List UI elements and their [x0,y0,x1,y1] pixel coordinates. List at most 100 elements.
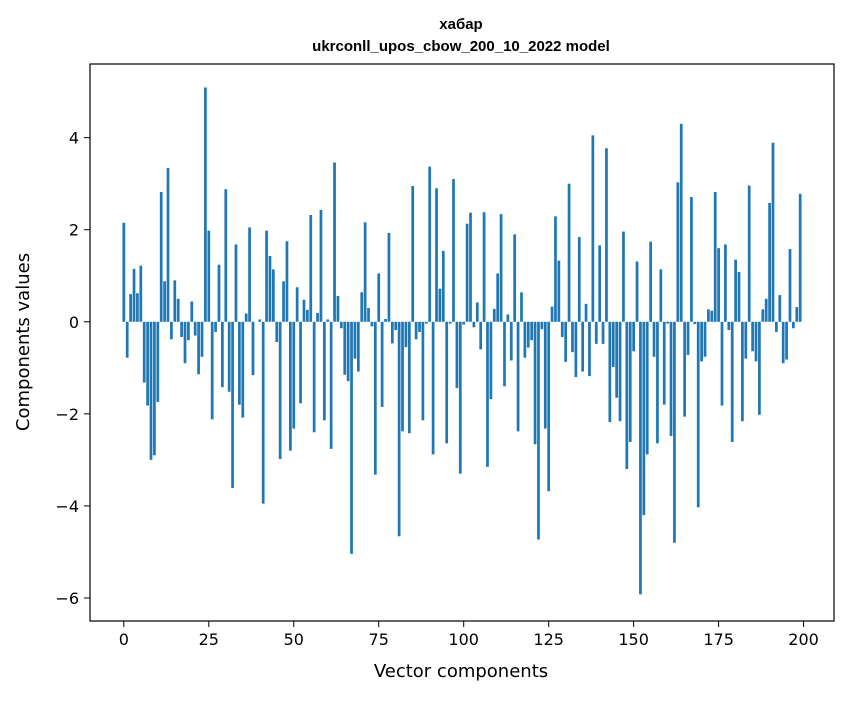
bar-43 [268,255,272,322]
bar-65 [343,321,347,375]
bar-106 [482,212,486,322]
bar-19 [187,321,190,341]
bar-48 [285,241,289,322]
bar-117 [520,292,523,322]
y-tick-label: −4 [55,497,79,516]
bar-40 [258,319,262,322]
bar-161 [669,321,673,436]
x-tick-label: 75 [369,630,389,649]
bar-70 [360,292,364,322]
bar-33 [234,244,238,322]
bar-103 [472,321,476,328]
x-axis-label: Vector components [374,661,548,682]
bar-69 [356,321,360,372]
x-tick-label: 0 [119,630,129,649]
bar-114 [509,321,513,361]
bar-108 [489,321,493,400]
bar-35 [241,321,245,418]
y-tick-label: 2 [69,221,79,240]
bar-181 [737,272,741,322]
bar-183 [744,321,748,359]
bar-173 [710,310,714,322]
bar-4 [136,293,139,322]
bar-130 [564,321,568,362]
bar-18 [183,321,187,364]
bar-176 [720,321,724,406]
bar-188 [761,309,765,322]
x-tick-label: 150 [618,630,649,649]
bar-15 [173,280,177,322]
bar-163 [676,182,680,322]
bar-25 [207,230,211,322]
bar-56 [312,321,316,433]
bar-11 [159,191,163,322]
bar-9 [153,321,156,456]
bar-44 [272,269,275,322]
bar-61 [329,321,333,449]
bar-82 [401,321,404,432]
bar-73 [370,321,374,327]
bar-29 [221,321,224,388]
bar-23 [200,321,204,357]
bar-93 [438,288,442,322]
bar-51 [295,287,299,322]
bar-197 [792,321,795,329]
bar-151 [635,261,639,322]
bar-62 [333,162,336,322]
bar-24 [204,87,207,322]
bar-133 [574,321,578,378]
bar-126 [550,306,554,322]
bar-80 [394,321,398,331]
bar-28 [217,264,221,322]
bar-79 [390,321,394,344]
bar-21 [193,321,197,336]
bar-22 [197,321,200,375]
bar-139 [594,321,598,344]
bar-174 [713,191,717,322]
bar-46 [278,321,282,459]
bar-105 [479,321,483,350]
bar-135 [581,321,585,372]
bar-63 [336,296,340,322]
bar-87 [418,321,421,332]
bar-121 [533,321,537,445]
bar-127 [554,216,557,322]
bar-34 [238,321,241,405]
bar-122 [537,321,540,540]
bar-42 [265,230,268,322]
bar-150 [632,321,635,352]
bar-75 [377,273,381,322]
bar-182 [741,321,744,422]
bar-68 [353,321,357,359]
bar-31 [227,321,231,392]
x-tick-label: 200 [788,630,819,649]
bar-37 [248,227,251,322]
bar-185 [751,321,754,352]
y-tick-label: −6 [55,589,79,608]
bar-100 [462,321,466,325]
bar-6 [142,321,146,383]
bar-85 [411,185,415,322]
bar-89 [424,321,428,324]
bar-184 [747,185,751,322]
bar-104 [475,302,479,322]
bar-58 [319,209,323,322]
bar-116 [516,321,520,432]
bar-71 [363,222,367,322]
x-tick-label: 175 [703,630,734,649]
bar-160 [666,321,669,324]
bar-140 [598,245,602,322]
bar-49 [289,321,292,451]
bar-74 [373,321,377,475]
bar-86 [414,321,418,340]
bar-134 [577,237,581,322]
bar-102 [469,212,472,322]
bar-96 [448,321,452,324]
x-tick-label: 100 [448,630,479,649]
bar-107 [486,321,489,467]
bar-52 [299,321,302,404]
bar-112 [503,321,506,387]
bar-72 [367,307,370,322]
bar-137 [588,321,591,377]
